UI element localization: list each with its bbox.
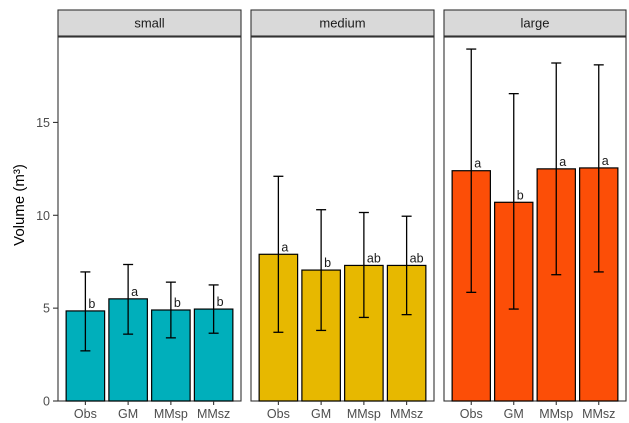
facet-strip: [57, 9, 242, 37]
significance-letter: b: [88, 297, 95, 311]
x-tick-label: MMsz: [197, 407, 230, 421]
x-tick-label: Obs: [460, 407, 483, 421]
significance-letter: ab: [367, 251, 381, 265]
y-tick-label: 10: [36, 209, 50, 223]
y-tick-label: 0: [43, 395, 50, 409]
x-tick-label: MMsz: [582, 407, 615, 421]
x-tick-label: GM: [311, 407, 331, 421]
significance-letter: b: [324, 256, 331, 270]
y-axis: 0 5 10 15: [36, 116, 58, 409]
y-tick-label: 15: [36, 116, 50, 130]
facet-panels: smallbObsaGMbMMspbMMszmediumaObsbGMabMMs…: [57, 9, 627, 421]
significance-letter: a: [281, 240, 288, 254]
significance-letter: b: [217, 295, 224, 309]
significance-letter: b: [174, 296, 181, 310]
significance-letter: b: [517, 188, 524, 202]
facet-strip-label: medium: [319, 16, 365, 31]
facet-strip: [250, 9, 435, 37]
facet-strip-label: small: [134, 16, 164, 31]
y-axis-label: Volume (m³): [11, 164, 28, 246]
x-tick-label: Obs: [74, 407, 97, 421]
facet-small: small b Obs a GM b MMsp b MMsz: [57, 9, 242, 421]
facet-strip-label: large: [521, 16, 550, 31]
x-tick-label: MMsp: [154, 407, 188, 421]
x-tick-label: GM: [118, 407, 138, 421]
significance-letter: a: [602, 154, 609, 168]
significance-letter: a: [474, 157, 481, 171]
significance-letter: a: [559, 155, 566, 169]
x-tick-label: MMsp: [347, 407, 381, 421]
x-tick-label: MMsz: [390, 407, 423, 421]
x-tick-label: GM: [504, 407, 524, 421]
y-tick-label: 5: [43, 302, 50, 316]
facet-medium: medium a Obs b GM ab MMsp ab MMsz: [250, 9, 435, 421]
x-tick-label: MMsp: [539, 407, 573, 421]
significance-letter: a: [131, 285, 138, 299]
facet-strip: [443, 9, 627, 37]
significance-letter: ab: [410, 251, 424, 265]
x-tick-label: Obs: [267, 407, 290, 421]
facet-large: large a Obs b GM a MMsp a MMsz: [443, 9, 627, 421]
